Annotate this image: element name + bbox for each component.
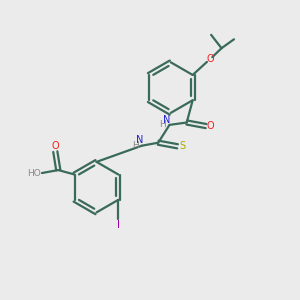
Text: O: O <box>206 54 214 64</box>
Text: N: N <box>136 135 143 145</box>
Text: S: S <box>179 141 185 151</box>
Text: H: H <box>132 141 139 150</box>
Text: O: O <box>207 121 214 131</box>
Text: O: O <box>52 141 59 151</box>
Text: H: H <box>160 120 166 129</box>
Text: HO: HO <box>27 169 41 178</box>
Text: I: I <box>117 220 120 230</box>
Text: N: N <box>164 115 171 124</box>
